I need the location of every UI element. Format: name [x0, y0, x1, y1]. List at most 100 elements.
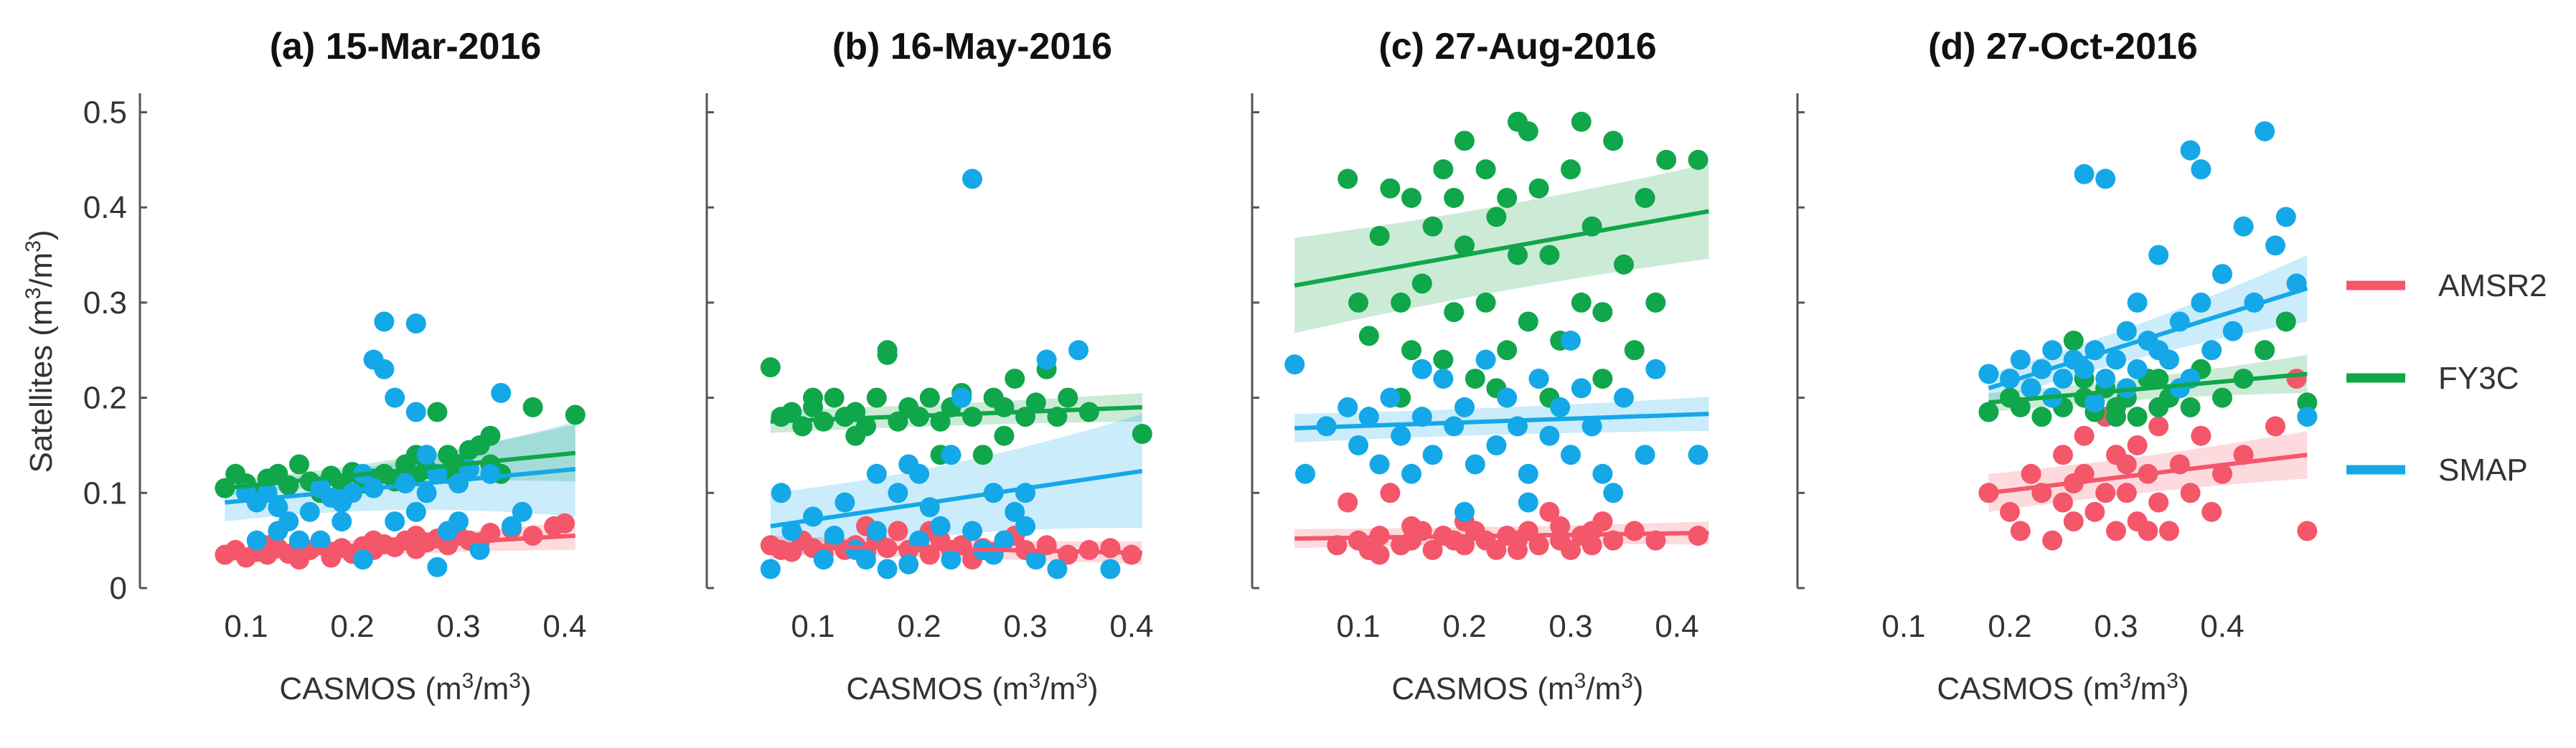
fit-line-fy3c [1294, 209, 1709, 288]
point-fy3c [1592, 369, 1613, 389]
point-amsr2 [2021, 463, 2041, 484]
point-smap [1433, 369, 1454, 389]
point-fy3c [781, 402, 802, 422]
point-smap [1475, 349, 1496, 370]
point-smap [2148, 245, 2169, 265]
point-fy3c [480, 425, 501, 446]
point-amsr2 [1486, 539, 1507, 560]
point-smap [480, 463, 501, 484]
point-smap [374, 311, 395, 332]
point-smap [299, 501, 320, 522]
point-fy3c [1132, 424, 1152, 445]
point-smap [1561, 445, 1581, 465]
point-amsr2 [2212, 463, 2232, 484]
point-smap [2255, 121, 2275, 142]
point-fy3c [1411, 273, 1432, 294]
fit-line-fy3c [1988, 371, 2308, 405]
panel-title: (d) 27-Oct-2016 [1928, 26, 2198, 67]
point-fy3c [1005, 369, 1025, 389]
point-amsr2 [2010, 521, 2031, 541]
y-tick-label: 0.4 [83, 190, 127, 225]
point-smap [405, 501, 426, 522]
point-smap [2233, 216, 2254, 237]
point-fy3c [278, 475, 299, 496]
fit-line-smap [225, 467, 576, 505]
x-tick-label: 0.2 [897, 609, 941, 644]
point-smap [813, 549, 834, 570]
point-smap [1100, 559, 1121, 579]
point-smap [2201, 340, 2222, 361]
point-smap [941, 549, 962, 570]
point-fy3c [1624, 340, 1645, 361]
point-smap [1592, 463, 1613, 484]
point-smap [930, 516, 951, 536]
point-smap [2106, 349, 2126, 370]
point-fy3c [1635, 187, 1655, 208]
point-fy3c [2180, 397, 2201, 417]
point-smap [289, 530, 309, 551]
point-amsr2 [2265, 416, 2285, 437]
point-amsr2 [2191, 425, 2211, 446]
point-amsr2 [405, 526, 426, 546]
point-fy3c [1571, 292, 1592, 313]
point-smap [1603, 483, 1624, 503]
point-fy3c [1539, 245, 1560, 265]
point-fy3c [845, 425, 866, 446]
point-fy3c [1561, 159, 1581, 180]
point-smap [1338, 397, 1358, 417]
point-smap [941, 445, 962, 465]
point-smap [310, 530, 331, 551]
point-fy3c [1433, 159, 1454, 180]
point-fy3c [877, 340, 898, 361]
point-fy3c [1422, 216, 1443, 237]
point-amsr2 [2116, 483, 2137, 503]
point-smap [2116, 321, 2137, 341]
point-smap [1411, 359, 1432, 379]
fit-line-amsr2 [770, 543, 1142, 555]
point-fy3c [994, 425, 1015, 446]
point-smap [2127, 292, 2148, 313]
point-amsr2 [1581, 535, 1602, 556]
point-fy3c [1497, 340, 1518, 361]
point-fy3c [1078, 402, 1099, 422]
point-smap [1369, 454, 1390, 475]
point-smap [1978, 364, 1999, 384]
point-fy3c [1528, 178, 1549, 199]
point-fy3c [1401, 340, 1421, 361]
point-smap [1284, 354, 1305, 375]
point-amsr2 [555, 513, 575, 534]
panel-title: (c) 27-Aug-2016 [1378, 26, 1656, 67]
point-amsr2 [2074, 425, 2095, 446]
point-fy3c [522, 397, 543, 417]
point-fy3c [1454, 235, 1475, 256]
legend-item-smap: SMAP [2346, 453, 2528, 488]
point-smap [2042, 340, 2063, 361]
point-smap [909, 530, 929, 551]
legend-label-smap: SMAP [2438, 453, 2528, 488]
point-smap [1401, 463, 1421, 484]
fit-line-amsr2 [1294, 531, 1709, 541]
point-fy3c [2297, 392, 2318, 413]
point-amsr2 [888, 521, 908, 541]
point-smap [1444, 416, 1465, 437]
point-fy3c [1338, 169, 1358, 189]
point-fy3c [1475, 292, 1496, 313]
x-tick-label: 0.3 [436, 609, 480, 644]
point-smap [332, 511, 352, 532]
y-tick-label: 0.1 [83, 475, 127, 511]
point-fy3c [2106, 407, 2126, 427]
point-fy3c [427, 402, 448, 422]
point-smap [1005, 501, 1025, 522]
point-smap [1465, 454, 1485, 475]
point-amsr2 [1561, 539, 1581, 560]
point-smap [2275, 207, 2296, 227]
point-amsr2 [1508, 539, 1528, 560]
panel-title: (b) 16-May-2016 [832, 26, 1112, 67]
y-axis-label-sup1: 3 [22, 288, 45, 300]
point-smap [1497, 387, 1518, 408]
x-tick-label: 0.3 [1003, 609, 1047, 644]
plot-area [1284, 111, 1709, 565]
point-smap [1348, 435, 1368, 455]
point-amsr2 [1550, 516, 1571, 536]
point-amsr2 [1401, 516, 1421, 536]
